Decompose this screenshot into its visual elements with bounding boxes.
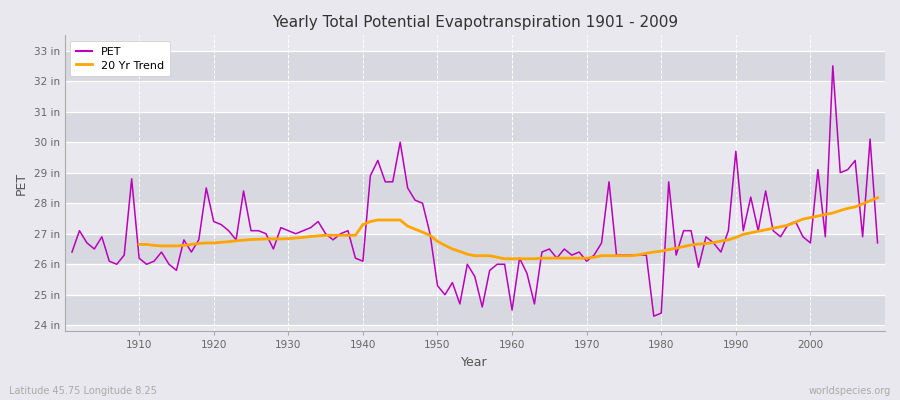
Y-axis label: PET: PET bbox=[15, 172, 28, 195]
Title: Yearly Total Potential Evapotranspiration 1901 - 2009: Yearly Total Potential Evapotranspiratio… bbox=[272, 15, 678, 30]
Bar bbox=[65, 173, 885, 203]
Bar bbox=[65, 203, 885, 234]
Text: worldspecies.org: worldspecies.org bbox=[809, 386, 891, 396]
Bar bbox=[65, 142, 885, 173]
Bar bbox=[65, 50, 885, 81]
Bar bbox=[65, 264, 885, 295]
Bar bbox=[65, 112, 885, 142]
Bar bbox=[65, 81, 885, 112]
Legend: PET, 20 Yr Trend: PET, 20 Yr Trend bbox=[70, 41, 170, 76]
Bar bbox=[65, 295, 885, 325]
Text: Latitude 45.75 Longitude 8.25: Latitude 45.75 Longitude 8.25 bbox=[9, 386, 157, 396]
Bar bbox=[65, 234, 885, 264]
X-axis label: Year: Year bbox=[462, 356, 488, 369]
